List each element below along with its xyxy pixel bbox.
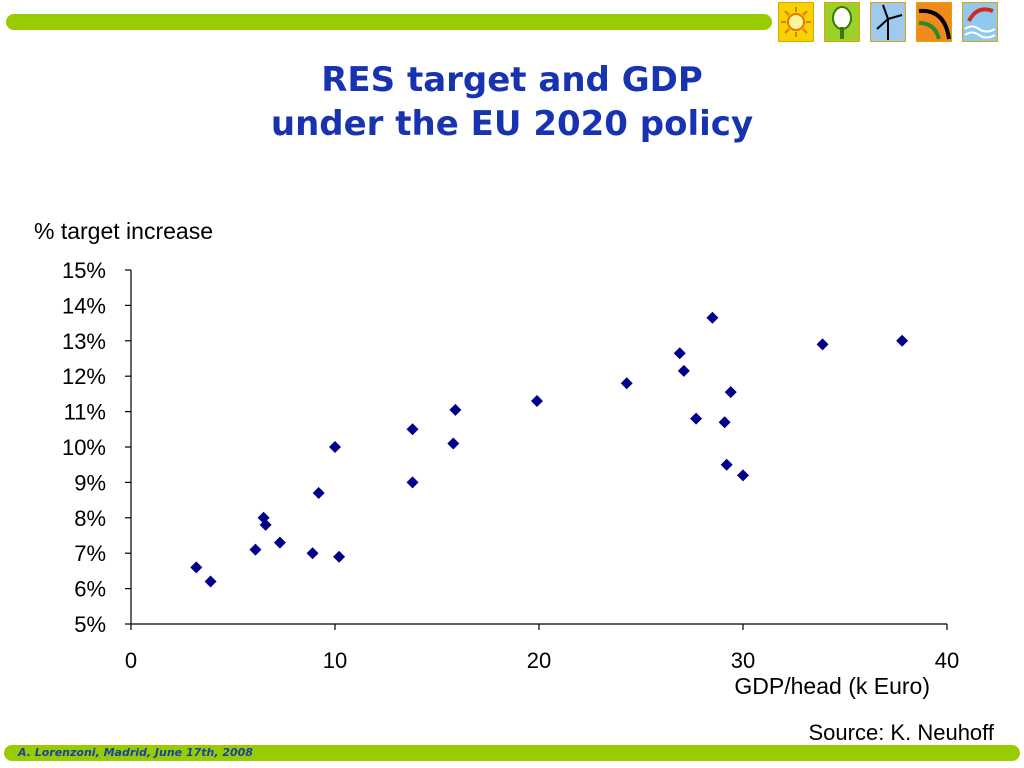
data-point <box>896 334 909 347</box>
y-tick-label: 13% <box>62 329 106 354</box>
x-tick-label: 30 <box>731 648 755 673</box>
y-tick-label: 15% <box>62 258 106 283</box>
data-point <box>306 547 319 560</box>
data-point <box>204 575 217 588</box>
top-accent-bar <box>6 14 772 30</box>
data-point <box>406 423 419 436</box>
data-point <box>718 416 731 429</box>
data-point <box>677 364 690 377</box>
y-tick-label: 12% <box>62 364 106 389</box>
x-tick-label: 20 <box>527 648 551 673</box>
data-point <box>690 412 703 425</box>
tree-icon <box>824 2 860 42</box>
title-line-1: RES target and GDP <box>321 60 703 100</box>
y-axis-title: % target increase <box>34 218 213 244</box>
source-note: Source: K. Neuhoff <box>808 720 995 745</box>
data-point <box>724 386 737 399</box>
footer-credit: A. Lorenzoni, Madrid, June 17th, 2008 <box>18 746 253 759</box>
y-tick-label: 14% <box>62 293 106 318</box>
title-line-2: under the EU 2020 policy <box>270 104 754 144</box>
data-point <box>816 338 829 351</box>
data-point <box>706 311 719 324</box>
x-tick-label: 40 <box>935 648 959 673</box>
sun-icon <box>778 2 814 42</box>
hydro-icon <box>916 2 952 42</box>
bottom-accent-bar <box>4 745 1020 761</box>
x-tick-label: 0 <box>125 648 137 673</box>
wave-icon <box>962 2 998 42</box>
data-point <box>449 403 462 416</box>
x-axis-title: GDP/head (k Euro) <box>734 673 930 699</box>
data-point <box>530 394 543 407</box>
data-point <box>447 437 460 450</box>
data-point <box>190 561 203 574</box>
y-tick-label: 7% <box>74 541 106 566</box>
slide-title: RES target and GDP under the EU 2020 pol… <box>0 58 1024 146</box>
y-tick-label: 10% <box>62 435 106 460</box>
y-tick-label: 8% <box>74 506 106 531</box>
data-point <box>312 487 325 500</box>
data-point <box>620 377 633 390</box>
data-point <box>273 536 286 549</box>
logo-strip <box>778 2 1008 42</box>
x-tick-label: 10 <box>323 648 347 673</box>
data-point <box>329 441 341 453</box>
y-tick-label: 6% <box>74 577 106 602</box>
data-point <box>737 469 749 482</box>
y-tick-label: 9% <box>74 470 106 495</box>
y-tick-label: 11% <box>64 400 106 425</box>
data-point <box>673 347 686 360</box>
scatter-chart: % target increase GDP/head (k Euro) 5% 6%… <box>34 218 959 699</box>
data-point <box>333 550 346 563</box>
data-point <box>720 458 733 471</box>
y-tick-label: 5% <box>74 612 106 637</box>
data-point <box>259 518 272 531</box>
wind-turbine-icon <box>870 2 906 42</box>
data-point <box>249 543 262 556</box>
data-point <box>406 476 419 489</box>
